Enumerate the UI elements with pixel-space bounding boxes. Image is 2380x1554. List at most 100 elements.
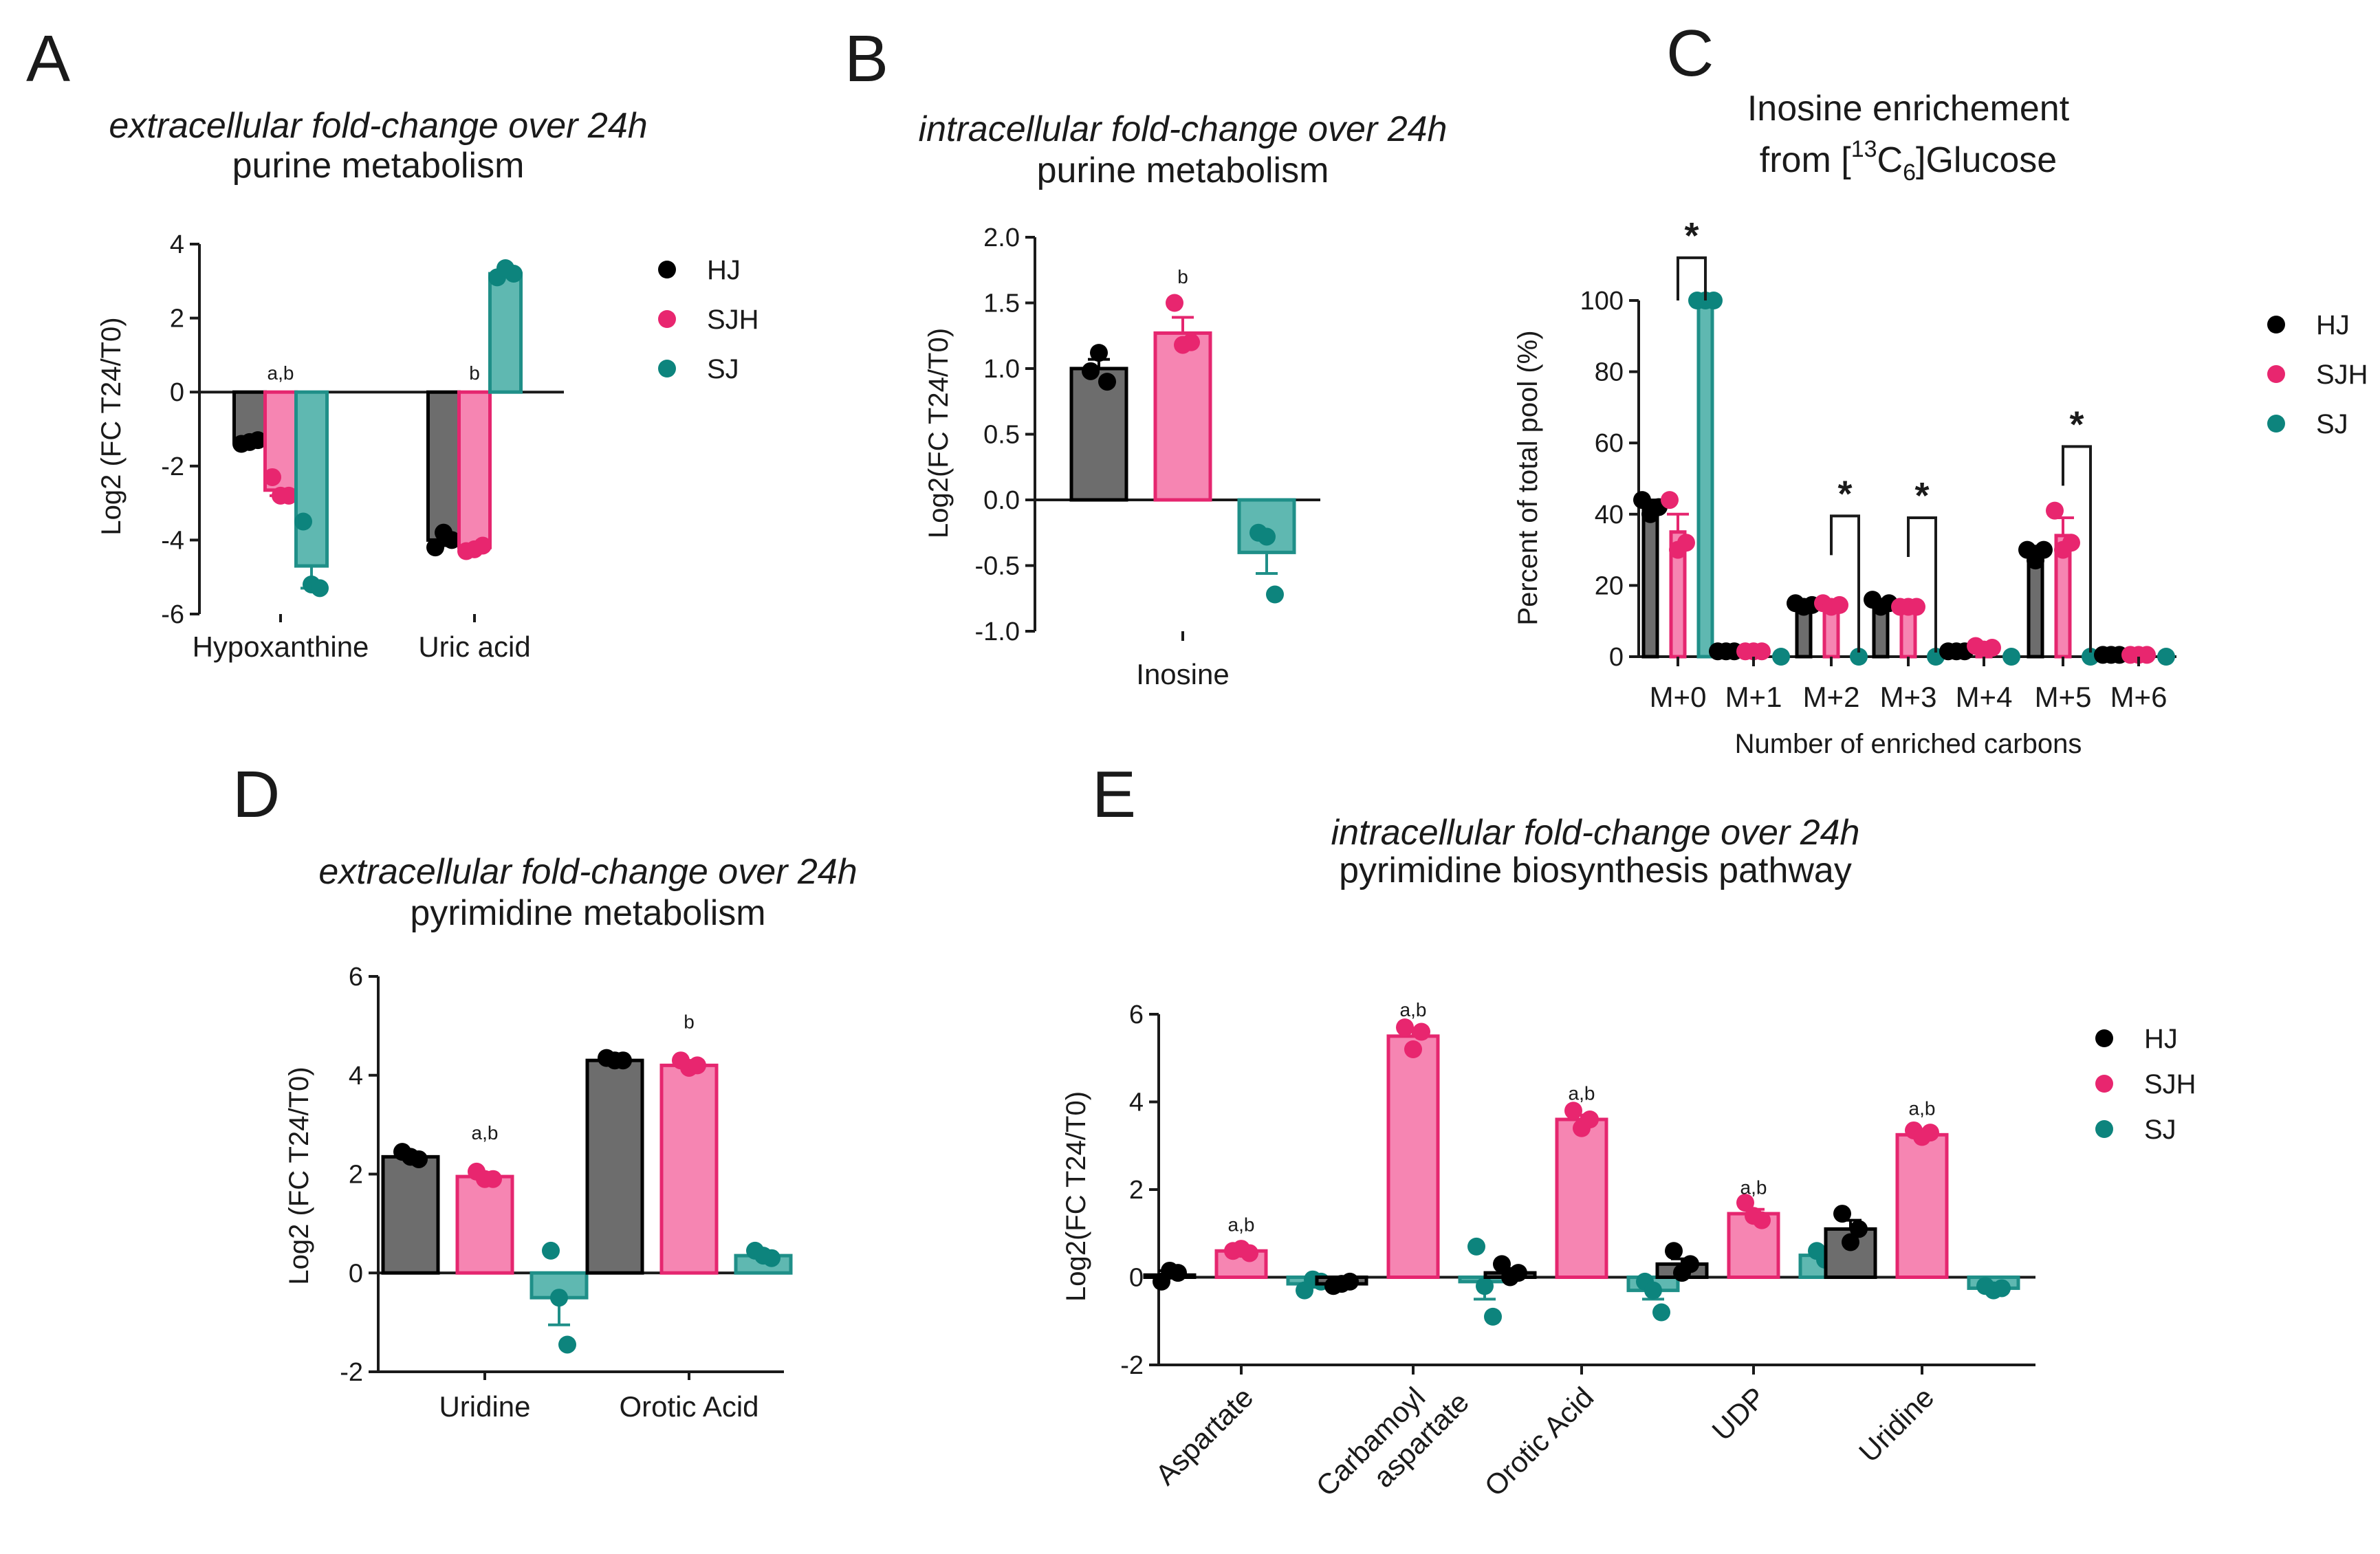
y-tick-label: -4 [161,526,184,555]
legend-label-hj: HJ [707,255,741,285]
significance-letters: a,b [1400,999,1427,1020]
legend-a: HJ SJH SJ [658,255,759,384]
data-point-hj [1493,1255,1511,1273]
panel-label-b: B [844,22,888,96]
data-point-hj [1633,491,1651,510]
legend-marker-hj [658,261,676,278]
y-tick-label: 100 [1580,287,1624,316]
data-point-sjh [1831,595,1848,614]
data-point-sjh [2062,534,2080,552]
data-point-sjh [474,536,492,555]
title-c-p2: 13 [1851,136,1877,162]
y-axis-label: Log2(FC T24/T0) [924,328,954,538]
panel-label-d: D [232,758,280,831]
y-tick-label: 1.5 [983,289,1020,318]
bar-sjh [1895,1132,1949,1279]
legend-marker-sj [2095,1120,2113,1138]
legend-label-hj: HJ [2144,1024,2178,1054]
y-tick-label: -6 [161,600,184,629]
data-point-sjh [1581,1110,1599,1128]
x-category-label: M+0 [1650,681,1707,713]
x-category-label: M+5 [2035,681,2092,713]
x-category-label: Orotic Acid [1478,1381,1600,1502]
y-tick-label: 2 [170,305,184,333]
legend-label-sj: SJ [707,354,739,384]
data-point-sjh [1921,1124,1939,1142]
title-c-p1: from [ [1760,140,1851,180]
bar-sjh [1153,331,1212,502]
data-point-hj [1341,1272,1359,1291]
significance-letters: a,b [472,1122,499,1143]
legend-c: HJ SJH SJ [2267,310,2368,439]
data-point-hj [1850,1220,1868,1238]
y-tick-label: 20 [1595,571,1624,600]
panel-label-a: A [26,22,70,96]
data-point-hj [249,431,267,450]
bar-sj [1696,298,1714,659]
significance-letters: a,b [1909,1098,1936,1119]
significance-bracket [1907,516,1937,653]
chart-e: 6 4 2 0 -2 Log2(FC T24/T0) Aspartate Carbamoyla… [1061,999,2035,1526]
data-point-sj [542,1241,560,1260]
data-point-hj [614,1051,632,1070]
legend-marker-sjh [2267,365,2285,383]
significance-letters: b [469,362,480,384]
data-point-sjh [1182,333,1200,351]
data-point-sjh [1412,1022,1430,1041]
data-point-sjh [1661,491,1679,510]
title-italic-d: extracellular fold-change over 24h [318,852,857,892]
significance-letters: a,b [1228,1214,1255,1236]
title-italic-b: intracellular fold-change over 24h [919,109,1448,149]
data-point-hj [1098,373,1116,391]
x-category-label: Carbamoylaspartate [1310,1361,1475,1526]
data-point-sj [1467,1237,1485,1256]
significance-star: * [1914,475,1929,516]
legend-e: HJ SJH SJ [2095,1024,2196,1145]
bar-sjh [1555,1117,1608,1279]
legend-marker-sjh [2095,1075,2113,1093]
data-point-hj [1665,1242,1683,1260]
data-point-hj [1833,1205,1851,1223]
legend-marker-sj [2267,415,2285,433]
x-category-label-line: Aspartate [1149,1381,1259,1491]
legend-label-sjh: SJH [2316,360,2368,390]
y-axis-label: Log2 (FC T24/T0) [96,317,127,535]
bar-sjh [457,390,492,549]
title-c-p5: ]Glucose [1916,140,2057,180]
legend-label-sj: SJ [2144,1115,2176,1145]
chart-b: 2.0 1.5 1.0 0.5 0.0 -0.5 -1.0 Log2(FC T24/T0) In… [924,223,1320,690]
bar-hj [1641,505,1659,659]
data-point-sj [1705,292,1723,309]
significance-letters: b [1177,266,1188,287]
y-tick-label: 0.0 [983,486,1020,515]
x-category-label: M+6 [2110,681,2168,713]
x-category-label: UDP [1705,1381,1771,1447]
x-category-label: M+4 [1956,681,2013,713]
data-point-hj [1509,1264,1527,1282]
legend-marker-hj [2095,1029,2113,1047]
significance-letters: a,b [1740,1177,1767,1198]
bar-hj [381,1154,440,1275]
title-italic-a: extracellular fold-change over 24h [109,106,647,146]
data-point-sjh [280,486,298,505]
x-category-label: Uric acid [418,631,530,663]
title-c-line2: from [13C6]Glucose [1760,136,2057,186]
x-category-label: M+1 [1725,681,1782,713]
data-point-hj [410,1150,428,1168]
y-tick-label: -2 [340,1358,363,1387]
bar-hj [1069,366,1128,502]
legend-marker-sj [658,360,676,377]
x-category-label-line: UDP [1705,1381,1771,1447]
data-point-sj [558,1335,576,1354]
bar-sj [488,272,523,394]
y-tick-label: 6 [349,963,363,992]
panel-label-c: C [1666,17,1714,90]
x-axis-label: Number of enriched carbons [1735,729,2082,759]
y-tick-label: 4 [1129,1088,1144,1117]
data-point-sjh [1677,534,1695,552]
data-point-sj [1266,585,1284,604]
x-category-label: Inosine [1136,658,1229,690]
significance-letters: a,b [268,362,294,384]
bar-hj [585,1058,644,1275]
data-point-hj [443,531,461,549]
